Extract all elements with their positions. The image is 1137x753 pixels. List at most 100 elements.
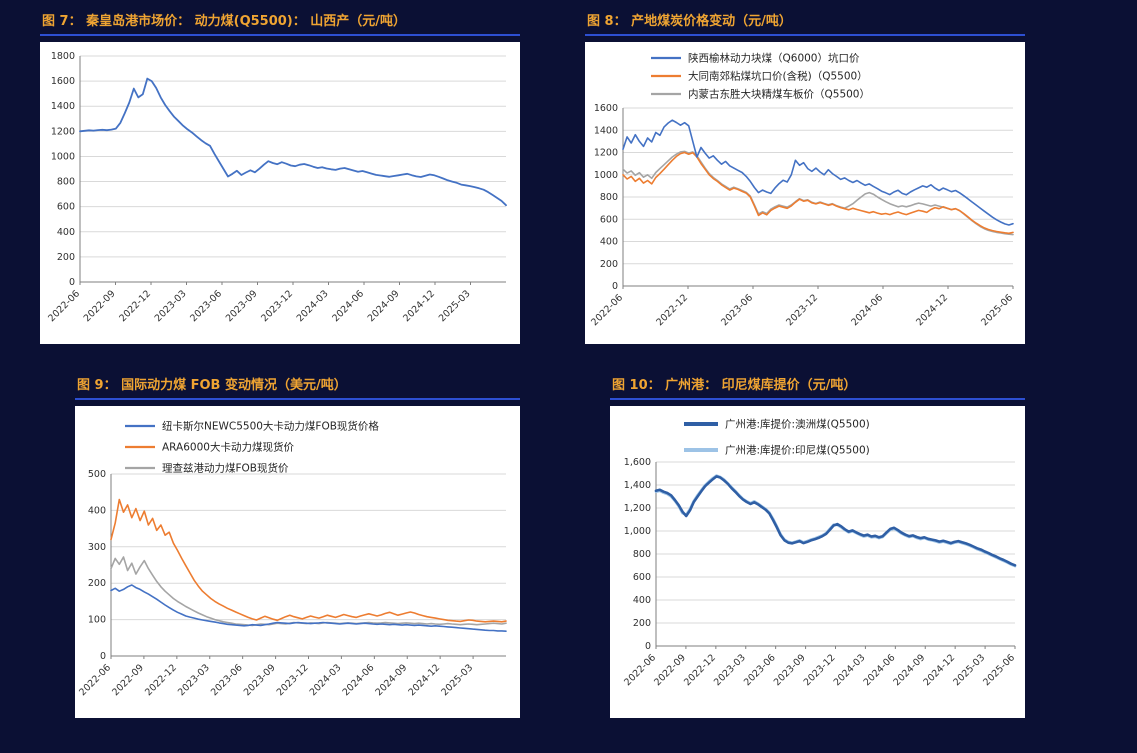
legend-label: ARA6000大卡动力煤现货价 — [162, 441, 294, 454]
y-tick-label: 1800 — [51, 51, 75, 62]
x-tick-label: 2022-12 — [143, 662, 179, 698]
y-tick-label: 1200 — [594, 148, 618, 159]
series-line — [622, 151, 1014, 235]
figure-10-chart-area: 0 200 400 600 800 1,000 1,200 1,400 1,600 2022-06… — [610, 406, 1025, 718]
y-tick-label: 500 — [88, 469, 106, 480]
x-tick-label: 2024-03 — [832, 652, 868, 688]
y-tick-label: 200 — [57, 252, 75, 263]
y-tick-label: 1400 — [594, 125, 618, 136]
y-tick-label: 1,000 — [624, 526, 651, 537]
x-tick-label: 2023-06 — [209, 662, 245, 698]
x-tick-label: 2024-09 — [892, 652, 928, 688]
legend-label: 广州港:库提价:印尼煤(Q5500) — [725, 444, 870, 457]
figure-10-chart-svg: 0 200 400 600 800 1,000 1,200 1,400 1,600 2022-06… — [622, 418, 1017, 689]
y-tick-label: 1000 — [51, 151, 75, 162]
y-tick-label: 400 — [633, 595, 651, 606]
y-tick-label: 600 — [633, 572, 651, 583]
y-tick-label: 0 — [645, 641, 651, 652]
x-tick-label: 2022-06 — [589, 292, 625, 328]
x-tick-label: 2023-03 — [176, 662, 212, 698]
x-tick-label: 2022-12 — [117, 288, 153, 324]
series-line — [110, 584, 507, 632]
y-tick-label: 0 — [100, 651, 106, 662]
y-tick-label: 1,600 — [624, 457, 651, 468]
y-tick-label: 600 — [57, 202, 75, 213]
y-tick-label: 200 — [633, 618, 651, 629]
x-tick-label: 2024-12 — [914, 292, 950, 328]
series-line — [79, 77, 507, 207]
figure-10-panel: 图 10： 广州港： 印尼煤库提价（元/吨） 0 200 400 600 800 1,00… — [610, 372, 1025, 718]
x-tick-label: 2025-03 — [437, 288, 473, 324]
series-line — [110, 498, 507, 623]
x-tick-label: 2022-06 — [46, 288, 82, 324]
x-tick-label: 2024-03 — [295, 288, 331, 324]
figure-8-title: 图 8： 产地煤炭价格变动（元/吨） — [585, 8, 1025, 36]
x-tick-label: 2024-12 — [406, 662, 442, 698]
legend-label: 广州港:库提价:澳洲煤(Q5500) — [725, 418, 870, 431]
y-tick-label: 100 — [88, 615, 106, 626]
x-tick-label: 2024-06 — [849, 292, 885, 328]
x-tick-label: 2023-06 — [188, 288, 224, 324]
x-tick-label: 2023-09 — [242, 662, 278, 698]
y-tick-label: 1600 — [51, 76, 75, 87]
figure-7-chart-area: 0 200 400 600 800 1000 1200 1400 1600 1800 2022-06… — [40, 42, 520, 344]
x-tick-label: 2024-09 — [366, 288, 402, 324]
x-tick-label: 2024-06 — [330, 288, 366, 324]
x-tick-label: 2023-06 — [742, 652, 778, 688]
figure-9-chart-svg: 01002003004005002022-062022-092022-12202… — [77, 420, 507, 698]
x-tick-label: 2023-09 — [224, 288, 260, 324]
y-tick-label: 1,200 — [624, 503, 651, 514]
figure-9-panel: 图 9： 国际动力煤 FOB 变动情况（美元/吨） 0 100 200 300 400 5… — [75, 372, 520, 718]
x-tick-label: 2024-12 — [921, 652, 957, 688]
y-tick-label: 1200 — [51, 126, 75, 137]
y-tick-label: 1,400 — [624, 480, 651, 491]
y-tick-label: 400 — [600, 237, 618, 248]
x-tick-label: 2025-06 — [979, 292, 1015, 328]
y-tick-label: 0 — [69, 277, 75, 288]
figure-7-chart-svg: 0 200 400 600 800 1000 1200 1400 1600 1800 2022-06… — [46, 51, 507, 324]
x-tick-label: 2022-12 — [654, 292, 690, 328]
figure-9-chart-area: 0 100 200 300 400 500 2022-06 2022-09 2022-12 202… — [75, 406, 520, 718]
y-tick-label: 400 — [88, 505, 106, 516]
x-tick-label: 2022-09 — [82, 288, 118, 324]
figure-9-title: 图 9： 国际动力煤 FOB 变动情况（美元/吨） — [75, 372, 520, 400]
x-tick-label: 2023-12 — [275, 662, 311, 698]
legend-label: 纽卡斯尔NEWC5500大卡动力煤FOB现货价格 — [162, 420, 379, 433]
x-tick-label: 2022-09 — [110, 662, 146, 698]
y-tick-label: 1600 — [594, 103, 618, 114]
series-line — [110, 556, 507, 627]
series-line — [622, 119, 1014, 226]
series-line — [622, 150, 1014, 236]
legend-label: 大同南郊粘煤坑口价(含税)（Q5500） — [688, 70, 868, 83]
y-tick-label: 800 — [57, 177, 75, 188]
figure-7-panel: 图 7： 秦皇岛港市场价： 动力煤(Q5500)： 山西产（元/吨） 0 200 4… — [40, 8, 520, 344]
figure-10-title: 图 10： 广州港： 印尼煤库提价（元/吨） — [610, 372, 1025, 400]
x-tick-label: 2023-12 — [259, 288, 295, 324]
x-tick-label: 2023-03 — [153, 288, 189, 324]
y-tick-label: 200 — [88, 578, 106, 589]
x-tick-label: 2023-06 — [719, 292, 755, 328]
y-tick-label: 200 — [600, 259, 618, 270]
x-tick-label: 2025-06 — [981, 652, 1017, 688]
x-tick-label: 2022-06 — [622, 652, 658, 688]
legend-label: 内蒙古东胜大块精煤车板价（Q5500） — [688, 88, 870, 101]
x-tick-label: 2025-03 — [951, 652, 987, 688]
x-tick-label: 2023-03 — [712, 652, 748, 688]
legend-label: 理查兹港动力煤FOB现货价 — [162, 462, 289, 475]
y-tick-label: 0 — [612, 281, 618, 292]
x-tick-label: 2024-09 — [374, 662, 410, 698]
y-tick-label: 600 — [600, 214, 618, 225]
x-tick-label: 2023-12 — [802, 652, 838, 688]
x-tick-label: 2022-09 — [652, 652, 688, 688]
x-tick-label: 2023-09 — [772, 652, 808, 688]
y-tick-label: 1000 — [594, 170, 618, 181]
x-tick-label: 2023-12 — [784, 292, 820, 328]
x-tick-label: 2022-12 — [682, 652, 718, 688]
figure-8-chart-svg: 0 200 400 600 800 1000 1200 1400 1600 2022-06 2022… — [589, 52, 1015, 329]
figure-8-panel: 图 8： 产地煤炭价格变动（元/吨） 0 200 400 600 800 1000 1200… — [585, 8, 1025, 344]
y-tick-label: 800 — [633, 549, 651, 560]
y-tick-label: 800 — [600, 192, 618, 203]
x-tick-label: 2022-06 — [77, 662, 113, 698]
y-tick-label: 1400 — [51, 101, 75, 112]
series-line — [654, 475, 1017, 567]
